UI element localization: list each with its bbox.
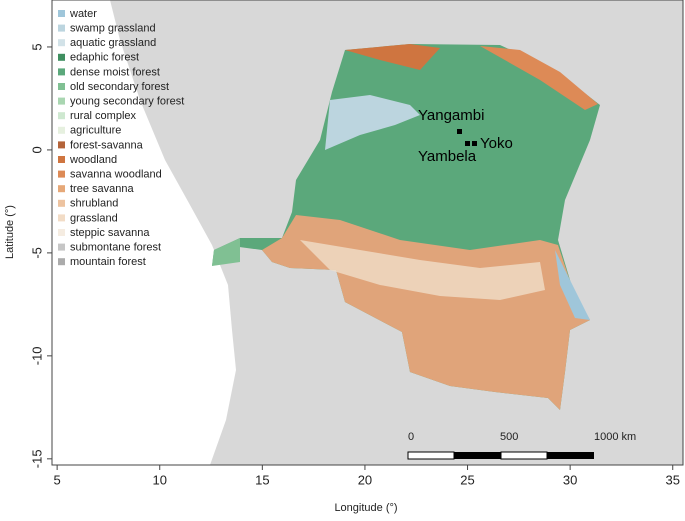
scale-segment [407,451,455,460]
x-tick-label: 20 [358,472,372,487]
legend-label: grassland [70,212,118,224]
legend-swatch [58,141,65,149]
legend-label: tree savanna [70,183,134,195]
y-tick-label: 0 [29,146,44,153]
legend-swatch [58,214,65,222]
legend-label: shrubland [70,198,118,210]
legend-swatch [58,126,65,134]
north-woodland [345,44,440,70]
legend-label: forest-savanna [70,139,144,151]
scale-label: 0 [408,431,414,443]
legend-swatch [58,199,65,207]
legend-label: agriculture [70,125,121,137]
x-tick-label: 25 [460,472,474,487]
legend-label: dense moist forest [70,66,160,78]
legend-label: water [69,8,97,20]
legend-swatch [58,258,65,266]
site-marker [465,141,470,146]
plot-frame [51,0,684,466]
y-tick-label: -10 [29,346,44,365]
y-axis-label: Latitude (°) [4,205,16,259]
legend-swatch [58,170,65,178]
legend-swatch [58,10,65,17]
x-tick-label: 35 [666,472,680,487]
legend-swatch [58,185,65,193]
x-tick-label: 10 [152,472,166,487]
legend-label: rural complex [70,110,137,122]
legend-label: aquatic grassland [70,37,156,49]
scale-segment [454,452,501,459]
cuvette-wetland [325,95,420,150]
legend-label: steppic savanna [70,227,150,239]
y-tick-label: 5 [29,43,44,50]
legend-label: mountain forest [70,256,146,268]
mayombe-forest [212,238,240,266]
x-tick-label: 30 [563,472,577,487]
legend-label: submontane forest [70,242,161,254]
savanna-mosaic [300,240,545,300]
y-tick-label: -15 [29,449,44,468]
site-marker [457,129,462,134]
site-label: Yoko [480,135,513,152]
legend-label: edaphic forest [70,52,139,64]
legend-swatch [58,53,65,61]
legend-swatch [58,112,65,120]
legend-swatch [58,243,65,251]
ocean [52,0,236,465]
northeast-woodland [480,46,598,110]
site-marker [472,141,477,146]
legend-swatch [58,156,65,163]
scale-label: 500 [500,431,518,443]
x-tick-label: 15 [255,472,269,487]
legend-swatch [58,24,65,32]
legend-swatch [58,229,65,236]
x-tick-label: 5 [54,472,61,487]
legend-swatch [58,97,65,105]
legend-swatch [58,39,65,47]
y-tick-label: -5 [29,247,44,259]
legend-label: savanna woodland [70,169,162,181]
site-label: Yangambi [418,107,484,124]
site-label: Yambela [418,148,477,165]
legend-swatch [58,83,65,90]
legend-swatch [58,68,65,76]
scale-segment [547,452,594,459]
legend-label: swamp grassland [70,23,156,35]
legend-label: woodland [69,154,117,166]
legend-label: old secondary forest [70,81,169,93]
x-axis-label: Longitude (°) [334,502,397,514]
legend-label: young secondary forest [70,96,184,108]
scale-label: 1000 km [594,431,636,443]
scale-segment [500,451,548,460]
lake-tanganyika [555,250,590,320]
